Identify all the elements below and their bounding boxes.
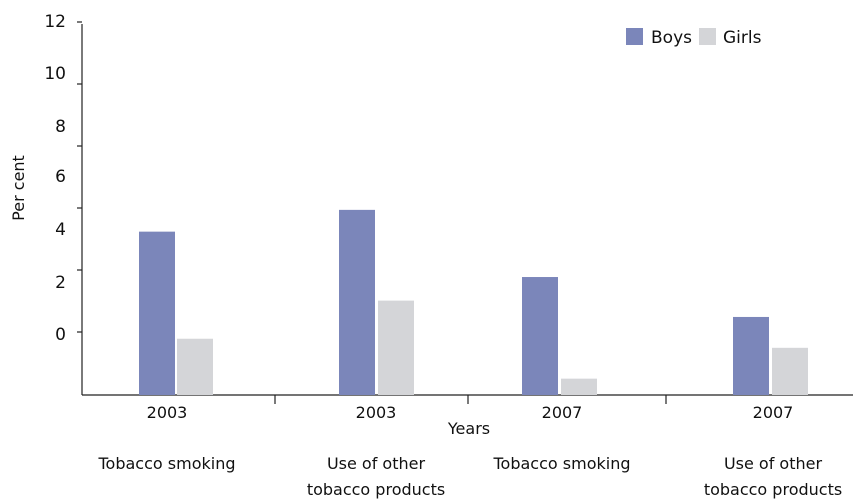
bars	[139, 209, 808, 395]
y-tick-label: 2	[55, 273, 66, 293]
bar-girls-3	[561, 378, 597, 395]
bar-boys-3	[522, 277, 558, 395]
y-tick-label: 8	[55, 117, 66, 137]
bar-girls-2	[378, 300, 414, 395]
x-axis-label: Years	[447, 419, 490, 438]
y-axis-label: Per cent	[9, 155, 28, 221]
bar-boys-1	[139, 231, 175, 395]
legend-swatch-girls	[699, 28, 716, 45]
bar-boys-2	[339, 209, 375, 395]
x-category-labels: 2003 Tobacco smoking 2003 Use of other tobac…	[98, 395, 842, 499]
bar-girls-4	[772, 347, 808, 395]
legend-label-boys: Boys	[651, 28, 692, 48]
y-ticks: 12 10 8 6 4 2 0	[44, 12, 82, 345]
y-tick-label: 6	[55, 167, 66, 187]
x-tick-year-label: 2007	[753, 403, 794, 422]
x-tick-year-label: 2003	[147, 403, 188, 422]
x-tick-year-label: 2007	[542, 403, 583, 422]
x-category-label: tobacco products	[307, 480, 445, 499]
bar-girls-1	[177, 338, 213, 395]
legend-label-girls: Girls	[723, 28, 762, 48]
y-tick-label: 4	[55, 220, 66, 240]
bar-boys-4	[733, 316, 769, 395]
y-tick-label: 10	[44, 64, 66, 84]
x-category-label: tobacco products	[704, 480, 842, 499]
x-category-label: Tobacco smoking	[493, 454, 631, 473]
x-category-label: Tobacco smoking	[98, 454, 236, 473]
x-category-label: Use of other	[327, 454, 426, 473]
x-tick-year-label: 2003	[356, 403, 397, 422]
legend-swatch-boys	[626, 28, 643, 45]
y-tick-label: 0	[55, 325, 66, 345]
legend: Boys Girls	[626, 28, 762, 48]
y-tick-label: 12	[44, 12, 66, 32]
x-category-label: Use of other	[724, 454, 823, 473]
